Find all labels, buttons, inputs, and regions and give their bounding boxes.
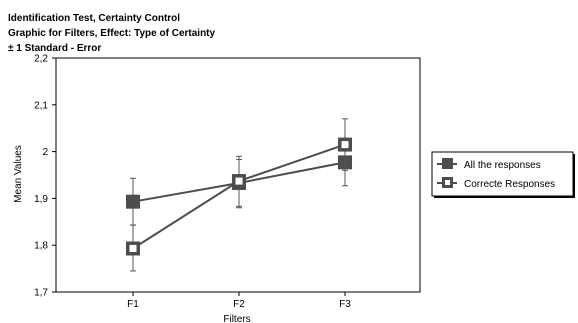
legend-box <box>431 151 574 197</box>
legend: All the responses Correcte Responses <box>431 151 575 198</box>
series-group <box>126 118 352 272</box>
data-point-inner <box>129 244 137 252</box>
legend-marker-all <box>442 158 453 169</box>
y-tick-label: 2 <box>42 147 48 158</box>
legend-marker-correct-inner <box>445 180 450 185</box>
y-tick-label: 2,1 <box>34 100 48 111</box>
chart-title-line-3: ± 1 Standard - Error <box>8 43 101 54</box>
plot-area <box>55 57 421 293</box>
y-axis-label: Mean Values <box>13 145 24 203</box>
x-axis-label: Filters <box>223 314 250 323</box>
data-point-inner <box>341 141 349 149</box>
data-point-inner <box>235 177 243 185</box>
data-point <box>126 194 140 209</box>
y-axis: 1,7 1,8 1,9 2 2,1 2,2 <box>34 54 56 299</box>
chart-title-line-1: Identification Test, Certainty Control <box>8 13 180 24</box>
x-tick-label: F1 <box>127 299 139 310</box>
y-tick-label: 1,7 <box>34 288 48 299</box>
y-tick-label: 1,9 <box>34 194 48 205</box>
legend-label-all: All the responses <box>464 160 541 171</box>
x-tick-label: F2 <box>233 299 245 310</box>
y-tick-label: 2,2 <box>34 54 48 65</box>
series-correct-responses <box>126 118 352 272</box>
chart-title-line-2: Graphic for Filters, Effect: Type of Cer… <box>8 28 216 39</box>
y-tick-label: 1,8 <box>34 241 48 252</box>
legend-label-correct: Correcte Responses <box>464 179 555 190</box>
x-axis: F1 F2 F3 <box>127 292 351 310</box>
x-tick-label: F3 <box>339 299 351 310</box>
